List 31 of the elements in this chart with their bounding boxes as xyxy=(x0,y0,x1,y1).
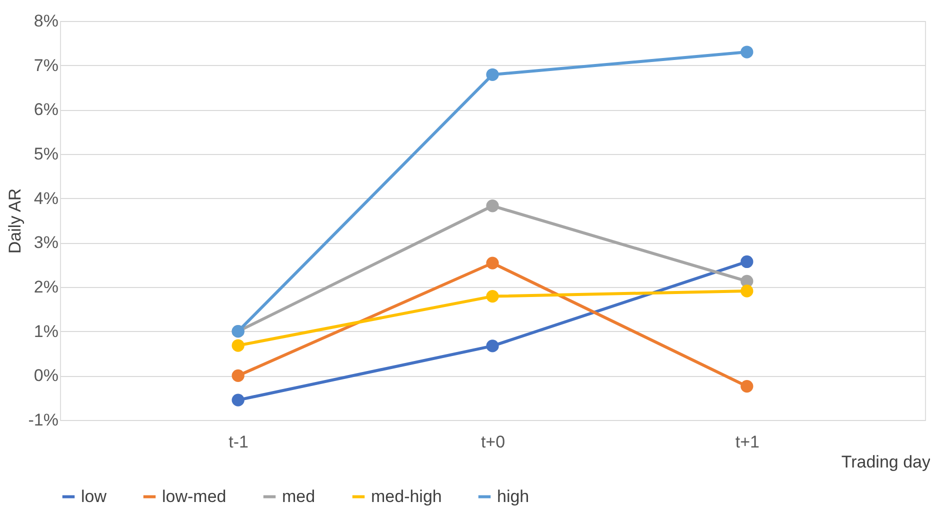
point xyxy=(486,68,499,81)
y-tick-label: 2% xyxy=(34,278,58,296)
point xyxy=(232,394,244,406)
y-tick-label: 1% xyxy=(34,322,58,341)
y-tick-label: 5% xyxy=(34,144,58,164)
legend-label: high xyxy=(497,486,530,506)
legend-label: low-med xyxy=(162,486,226,506)
point xyxy=(740,284,754,298)
point xyxy=(486,256,499,270)
point xyxy=(740,255,754,268)
point xyxy=(232,369,244,382)
legend-label: med xyxy=(282,486,316,506)
point xyxy=(486,340,499,352)
point xyxy=(740,46,754,58)
point xyxy=(232,339,244,352)
point xyxy=(486,290,499,303)
y-tick-label: -1% xyxy=(28,410,58,430)
x-tick-label: t+0 xyxy=(480,432,506,452)
point xyxy=(486,200,499,212)
point xyxy=(740,380,754,393)
x-tick-label: t-1 xyxy=(228,432,249,452)
y-axis-title: Daily AR xyxy=(5,188,24,254)
y-tick-label: 6% xyxy=(34,100,58,120)
x-tick-label: t+1 xyxy=(735,432,760,452)
y-tick-label: 7% xyxy=(34,56,58,75)
y-tick-label: 4% xyxy=(34,188,58,208)
y-tick-label: 8% xyxy=(34,12,58,30)
y-tick-label: 3% xyxy=(34,233,58,252)
legend-label: med-high xyxy=(371,486,442,506)
legend-label: low xyxy=(81,486,108,506)
y-tick-label: 0% xyxy=(34,366,58,386)
